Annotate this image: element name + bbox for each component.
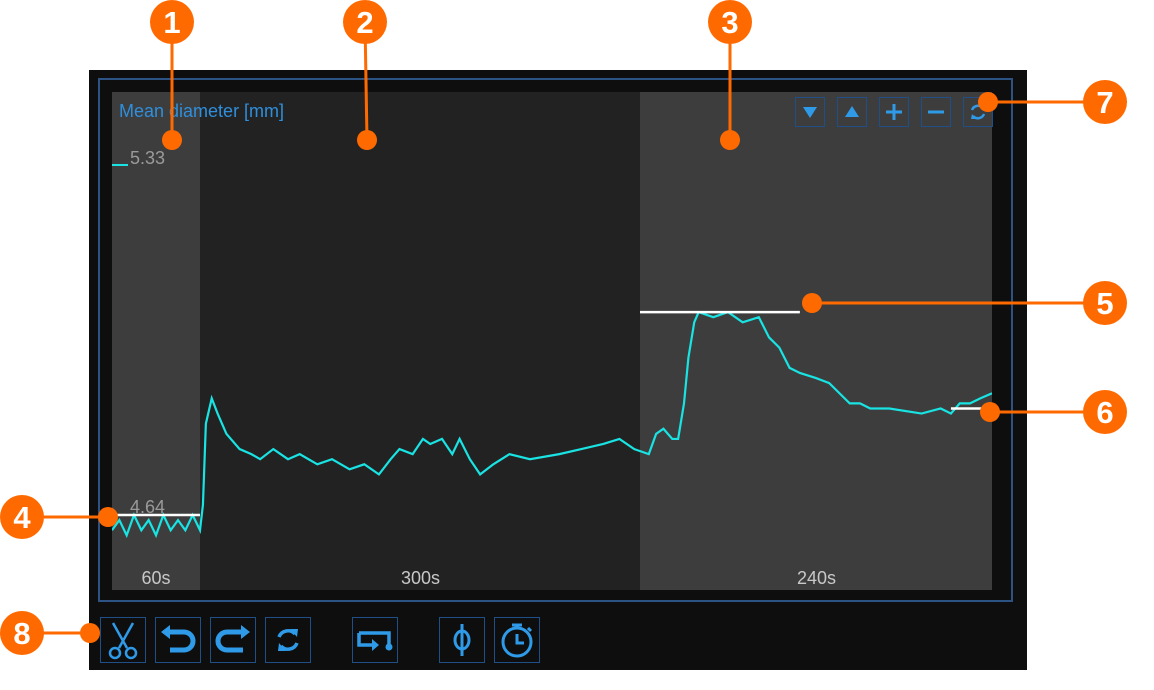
cut-button[interactable] <box>100 617 146 663</box>
callout-dot-5 <box>802 293 822 313</box>
diameter-icon <box>453 624 471 656</box>
callout-number-8: 8 <box>13 616 30 651</box>
refresh-button[interactable] <box>265 617 311 663</box>
callout-number-5: 5 <box>1096 286 1113 321</box>
segment-band-3 <box>640 92 992 590</box>
undo-button[interactable] <box>155 617 201 663</box>
callout-badge-2 <box>343 0 387 44</box>
scale-down-button[interactable] <box>795 97 825 127</box>
callout-badge-1 <box>150 0 194 44</box>
callout-badge-6 <box>1083 390 1127 434</box>
callout-dot-6 <box>980 402 1000 422</box>
segment-label-1: 60s <box>141 568 171 588</box>
segment-band-2 <box>200 92 640 590</box>
segment-label-3: 240s <box>796 568 837 588</box>
zoom-in-button[interactable] <box>879 97 909 127</box>
y-min-label: 4.64 <box>130 497 166 517</box>
timer-button[interactable] <box>494 617 540 663</box>
scissors-icon <box>108 622 138 660</box>
step-button[interactable] <box>352 617 398 663</box>
callout-dot-3 <box>720 130 740 150</box>
undo-icon <box>161 625 196 653</box>
refresh-icon <box>277 629 299 651</box>
segment-band-1 <box>112 92 200 590</box>
triangle-down-icon <box>803 107 817 118</box>
callout-number-1: 1 <box>163 5 180 40</box>
scale-up-button[interactable] <box>837 97 867 127</box>
plus-icon <box>886 104 902 120</box>
redo-icon <box>215 625 250 653</box>
callout-dot-8 <box>80 623 100 643</box>
diameter-chart <box>112 92 992 590</box>
y-max-label: 5.33 <box>130 148 166 168</box>
step-icon <box>357 631 393 651</box>
redo-button[interactable] <box>210 617 256 663</box>
chart-title: Mean diameter [mm] <box>119 101 285 121</box>
callout-dot-7 <box>978 92 998 112</box>
callout-dot-4 <box>98 507 118 527</box>
diameter-button[interactable] <box>439 617 485 663</box>
callout-badge-5 <box>1083 281 1127 325</box>
callout-number-7: 7 <box>1096 85 1113 120</box>
triangle-up-icon <box>845 106 859 117</box>
stopwatch-icon <box>501 623 533 658</box>
callout-badge-4 <box>0 495 44 539</box>
segment-label-2: 300s <box>400 568 441 588</box>
callout-number-6: 6 <box>1096 395 1113 430</box>
callout-number-3: 3 <box>721 5 738 40</box>
callout-dot-1 <box>162 130 182 150</box>
zoom-out-button[interactable] <box>921 97 951 127</box>
callout-number-4: 4 <box>13 500 31 535</box>
callout-badge-8 <box>0 611 44 655</box>
chart-frame <box>98 78 1013 602</box>
callout-badge-7 <box>1083 80 1127 124</box>
callout-number-2: 2 <box>356 5 373 40</box>
callout-badge-3 <box>708 0 752 44</box>
diameter-trace <box>112 310 992 539</box>
callout-dot-2 <box>357 130 377 150</box>
minus-icon <box>928 110 944 114</box>
